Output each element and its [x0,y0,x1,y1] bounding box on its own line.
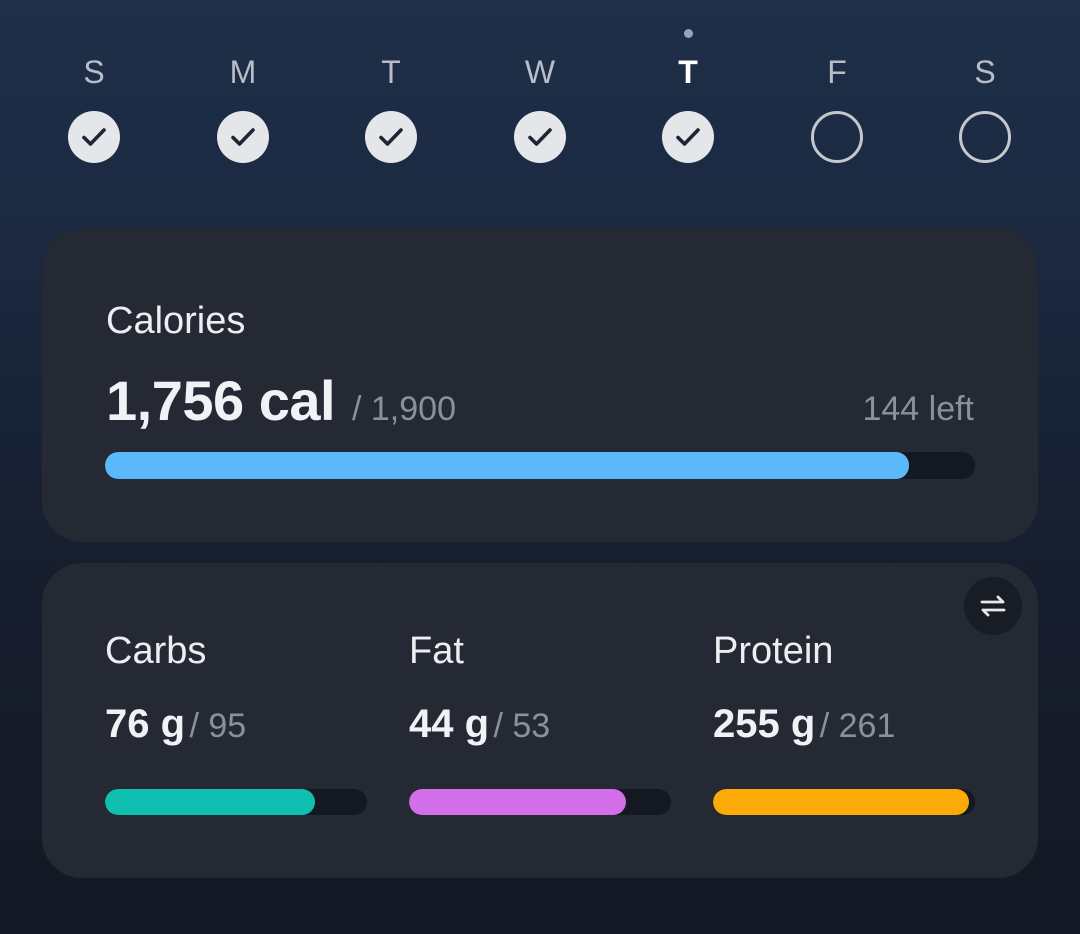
empty-circle-icon [811,111,863,163]
macro-fat: Fat 44 g / 53 [409,563,671,878]
day-letter: S [83,54,105,90]
calories-progress-fill [105,452,909,479]
day-friday[interactable]: F [777,0,897,200]
day-letter: M [229,54,257,90]
macro-goal: / 261 [819,707,896,745]
macros-card[interactable]: Carbs 76 g / 95 Fat 44 g / 53 Protein 25… [42,563,1038,878]
macro-goal: / 95 [189,707,247,745]
macro-progress-fill [409,789,627,815]
macro-goal: / 53 [493,707,551,745]
macro-amount: 44 g / 53 [409,700,550,757]
macro-amount: 255 g / 261 [713,700,895,757]
macro-value: 44 g [409,702,490,746]
macro-progress-bar [409,789,671,815]
calories-progress-bar [105,452,975,479]
empty-circle-icon [959,111,1011,163]
calories-title: Calories [106,300,246,342]
week-tracker: S M T W T F S [20,0,1060,200]
macro-name: Fat [409,630,464,672]
day-sunday[interactable]: S [34,0,154,200]
macro-progress-fill [713,789,969,815]
day-monday[interactable]: M [183,0,303,200]
swap-arrows-icon [980,595,1006,617]
macro-name: Protein [713,630,834,672]
macro-progress-fill [105,789,315,815]
macro-protein: Protein 255 g / 261 [713,563,975,878]
day-thursday[interactable]: T [628,0,748,200]
macro-name: Carbs [105,630,207,672]
macro-value: 255 g [713,702,816,746]
today-indicator-dot [684,29,693,38]
day-letter: S [974,54,996,90]
day-saturday[interactable]: S [925,0,1045,200]
check-circle-icon [365,111,417,163]
calories-remaining: 144 left [862,390,974,428]
calories-card[interactable]: Calories 1,756 cal / 1,900 144 left [42,229,1038,542]
macro-progress-bar [105,789,367,815]
day-wednesday[interactable]: W [480,0,600,200]
check-circle-icon [514,111,566,163]
day-tuesday[interactable]: T [331,0,451,200]
check-circle-icon [662,111,714,163]
macro-carbs: Carbs 76 g / 95 [105,563,367,878]
day-letter: F [827,54,847,90]
day-letter: T [381,54,401,90]
macro-value: 76 g [105,702,186,746]
check-circle-icon [217,111,269,163]
macro-amount: 76 g / 95 [105,700,246,757]
calories-goal: / 1,900 [352,390,456,428]
day-letter: W [524,54,556,90]
day-letter: T [678,54,698,90]
calories-value: 1,756 cal [106,369,336,432]
macro-progress-bar [713,789,975,815]
swap-view-button[interactable] [964,577,1022,635]
check-circle-icon [68,111,120,163]
